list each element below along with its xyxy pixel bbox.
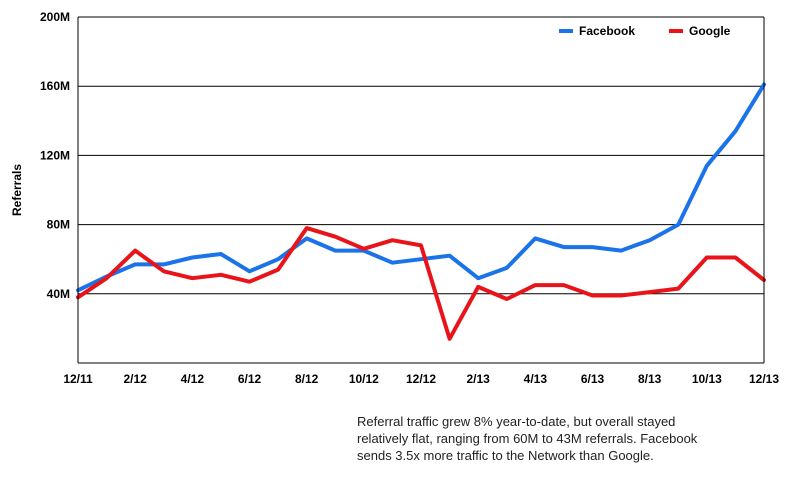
caption-line: relatively flat, ranging from 60M to 43M… [357, 431, 698, 446]
x-tick-label: 4/12 [181, 372, 205, 386]
y-tick-label: 40M [47, 287, 70, 301]
legend-label: Google [689, 24, 731, 38]
x-axis-ticks: 12/11 2/12 4/12 6/12 8/12 10/12 12/12 2/13 4/13 6… [63, 372, 779, 386]
series-line-google [76, 226, 766, 341]
grid-lines [78, 16, 764, 295]
y-axis-label: Referrals [10, 164, 24, 216]
x-tick-label: 10/13 [692, 372, 722, 386]
y-axis-ticks: 40M 80M 120M 160M 200M [40, 10, 70, 301]
legend-label: Facebook [579, 24, 635, 38]
x-tick-label: 8/12 [295, 372, 319, 386]
x-tick-label: 12/13 [749, 372, 779, 386]
x-tick-label: 12/11 [63, 372, 93, 386]
legend: Facebook Google [559, 24, 731, 38]
x-tick-label: 4/13 [524, 372, 548, 386]
y-tick-label: 120M [40, 148, 70, 162]
x-tick-label: 2/13 [466, 372, 490, 386]
x-tick-label: 2/12 [123, 372, 147, 386]
x-tick-label: 6/13 [581, 372, 605, 386]
chart-caption: Referral traffic grew 8% year-to-date, b… [357, 413, 777, 464]
series-line-facebook [76, 82, 766, 293]
series-lines [76, 82, 766, 341]
y-tick-label: 160M [40, 79, 70, 93]
caption-line: Referral traffic grew 8% year-to-date, b… [357, 414, 676, 429]
y-tick-label: 200M [40, 10, 70, 24]
x-tick-label: 10/12 [349, 372, 379, 386]
axes [77, 17, 765, 364]
x-tick-label: 6/12 [238, 372, 262, 386]
y-tick-label: 80M [47, 218, 70, 232]
caption-line: sends 3.5x more traffic to the Network t… [357, 448, 654, 463]
x-tick-label: 12/12 [406, 372, 436, 386]
x-tick-label: 8/13 [638, 372, 662, 386]
